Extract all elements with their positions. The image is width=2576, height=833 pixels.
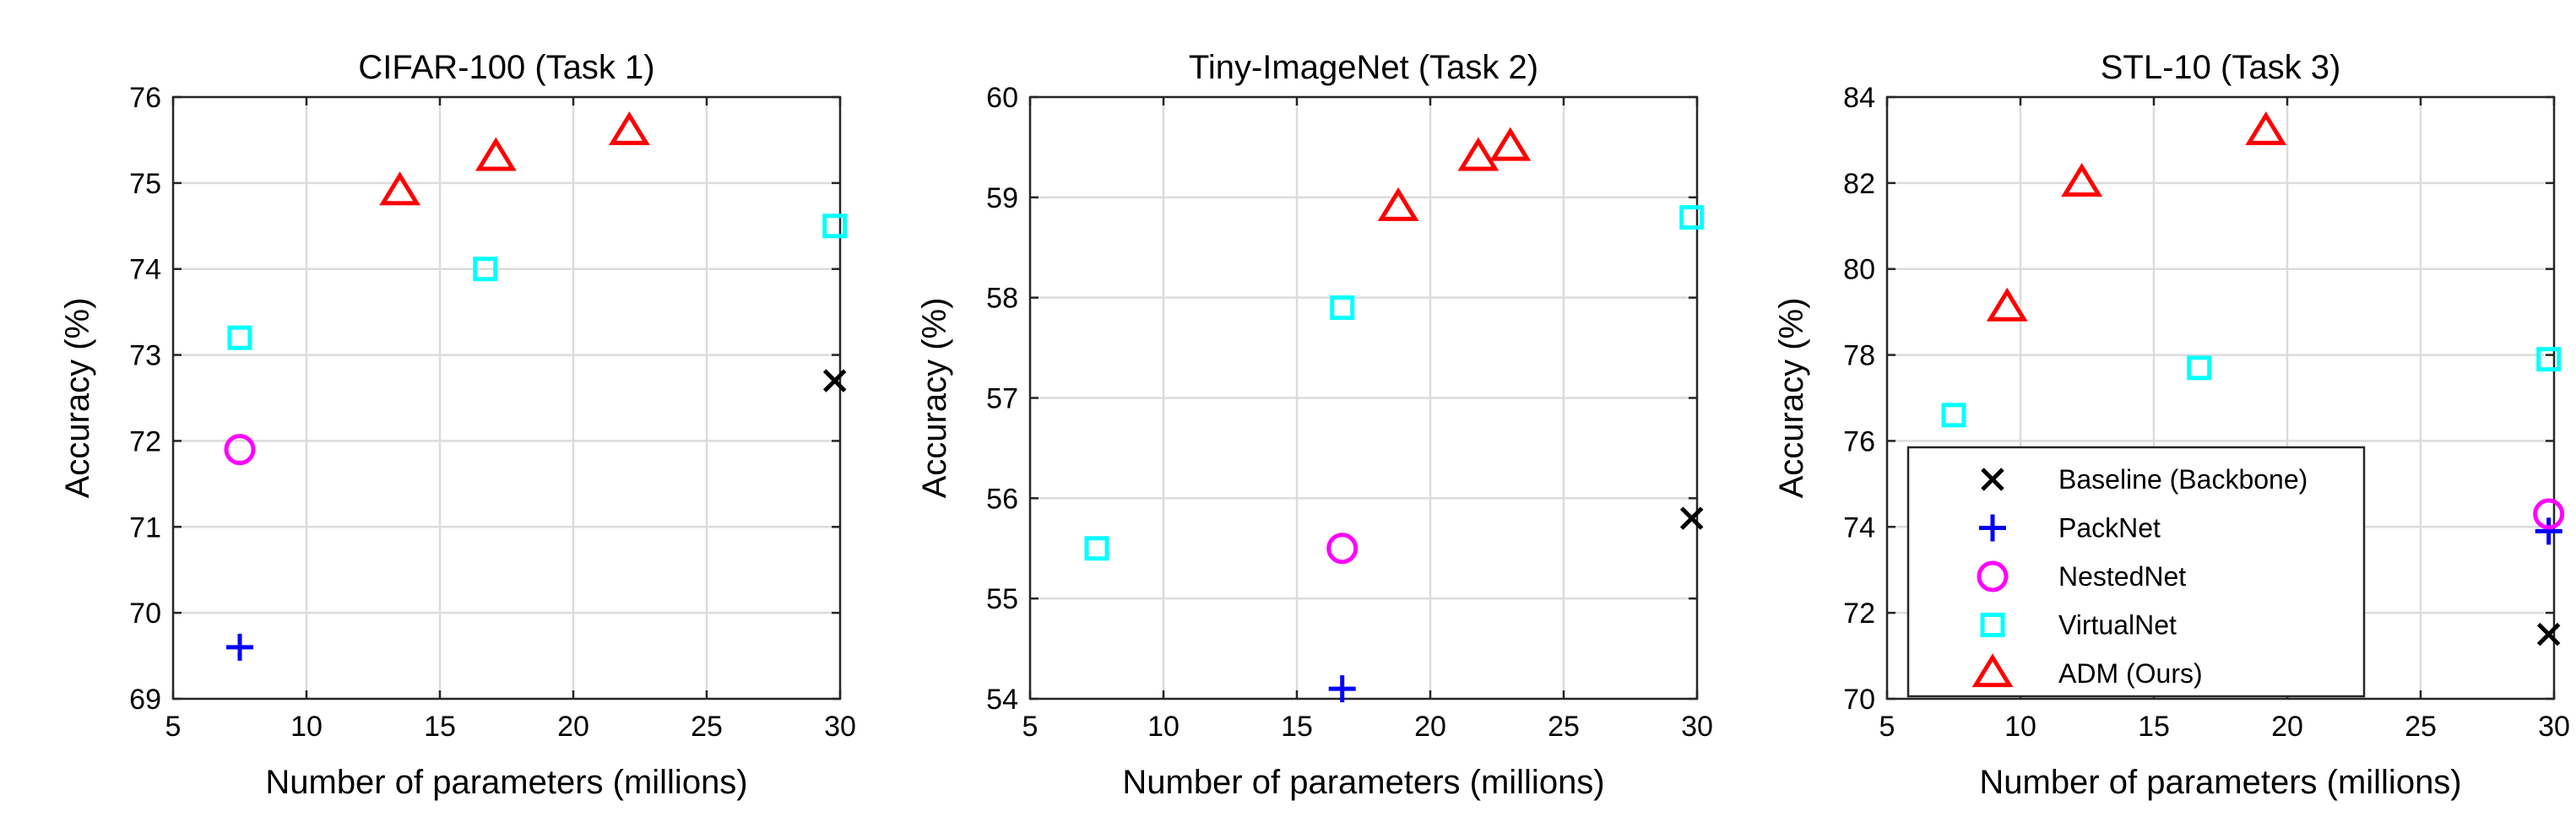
chart-title: STL-10 (Task 3) [2101,49,2341,86]
point-adm-ours-3 [608,111,650,145]
point-virtualnet-1 [1084,536,1109,561]
y-axis-label: Accuracy (%) [916,298,953,499]
x-tick-label: 5 [1022,711,1039,743]
point-nestednet-1 [1326,533,1359,565]
y-tick-label: 84 [1843,82,1875,114]
y-tick-label: 59 [986,182,1018,214]
x-tick-label: 10 [1147,711,1180,743]
axes-frame [1885,95,2556,700]
y-tick-label: 82 [1843,168,1875,200]
y-tick-label: 72 [1843,598,1875,630]
y-tick-label: 55 [986,583,1018,615]
point-adm-ours-1 [1986,287,2028,322]
x-axis-label: Number of parameters (millions) [1122,764,1604,801]
plot-area [173,97,840,699]
y-tick-label: 69 [129,684,161,716]
legend: Baseline (Backbone) PackNet NestedNet Virtu… [1906,446,2366,698]
y-tick-label: 80 [1843,254,1875,286]
chart-title: CIFAR-100 (Task 1) [358,49,654,86]
x-tick-label: 25 [1548,711,1580,743]
point-virtualnet-2 [2187,355,2212,381]
point-virtualnet-1 [1941,403,1966,428]
chart-title: Tiny-ImageNet (Task 2) [1189,49,1538,86]
y-axis-label: Accuracy (%) [59,298,96,499]
point-baseline-backbone-1 [1679,506,1704,530]
chart-panel-2: 5 10 15 20 25 30 54 55 56 57 58 59 60 Tiny-ImageNet (… [916,49,1713,801]
legend-marker-baseline-backbone [1981,468,2004,491]
y-tick-label: 70 [129,598,161,630]
y-axis-label: Accuracy (%) [1773,298,1810,499]
point-nestednet-1 [224,434,256,466]
x-tick-label: 25 [2405,711,2437,743]
y-tick-label: 76 [1843,425,1875,457]
y-tick-label: 70 [1843,684,1875,716]
axes-frame [171,95,842,700]
x-tick-label: 20 [1414,711,1446,743]
y-tick-label: 78 [1843,340,1875,372]
legend-marker-packnet [1979,514,2006,542]
legend-marker-nestednet [1977,560,2009,592]
legend-label-packnet: PackNet [2058,513,2161,544]
y-tick-label: 72 [129,425,161,457]
point-virtualnet-2 [473,257,498,282]
legend-marker-adm-ours [1971,653,2014,688]
point-packnet-1 [2535,517,2562,545]
x-tick-label: 30 [2538,711,2570,743]
y-tick-label: 74 [129,254,161,286]
x-tick-label: 15 [1281,711,1313,743]
point-adm-ours-2 [2061,163,2103,197]
point-adm-ours-3 [2245,111,2287,145]
y-tick-label: 73 [129,340,161,372]
x-tick-label: 10 [2004,711,2036,743]
y-tick-label: 58 [986,283,1018,315]
y-tick-label: 60 [986,82,1018,114]
chart-panel-1: 5 10 15 20 25 30 69 70 71 72 73 74 75 76 CIFAR-100 (Ta… [59,49,856,801]
point-baseline-backbone-1 [822,369,847,392]
point-virtualnet-3 [2536,347,2562,372]
point-packnet-1 [1328,675,1356,703]
x-tick-label: 15 [424,711,456,743]
y-tick-label: 75 [129,168,161,200]
point-adm-ours-1 [379,171,421,206]
x-tick-label: 20 [2271,711,2303,743]
legend-marker-virtualnet [1980,613,2005,637]
point-nestednet-1 [2533,498,2565,530]
x-tick-label: 20 [557,711,589,743]
y-tick-label: 76 [129,82,161,114]
y-tick-label: 74 [1843,511,1875,544]
point-virtualnet-3 [822,214,848,239]
x-tick-label: 15 [2138,711,2170,743]
point-virtualnet-3 [1679,205,1705,230]
point-virtualnet-2 [1330,295,1355,321]
point-adm-ours-1 [1377,187,1419,221]
y-tick-label: 71 [129,511,161,544]
legend-label-baseline-backbone: Baseline (Backbone) [2058,464,2308,495]
x-axis-label: Number of parameters (millions) [1979,764,2461,801]
legend-label-nestednet: NestedNet [2058,561,2186,592]
x-axis-label: Number of parameters (millions) [265,764,747,801]
point-packnet-1 [226,633,253,661]
point-virtualnet-1 [227,325,252,350]
y-tick-label: 54 [986,684,1018,716]
y-tick-label: 57 [986,383,1018,415]
point-adm-ours-2 [475,137,517,171]
y-tick-label: 56 [986,483,1018,515]
x-tick-label: 25 [691,711,723,743]
x-tick-label: 30 [1681,711,1713,743]
point-adm-ours-3 [1489,127,1532,161]
x-tick-label: 10 [290,711,323,743]
legend-label-adm-ours: ADM (Ours) [2058,658,2203,689]
x-tick-label: 5 [1879,711,1895,743]
point-adm-ours-2 [1457,137,1500,171]
legend-label-virtualnet: VirtualNet [2058,610,2177,641]
x-tick-label: 5 [165,711,182,743]
x-tick-label: 30 [824,711,856,743]
point-baseline-backbone-1 [2536,622,2561,646]
